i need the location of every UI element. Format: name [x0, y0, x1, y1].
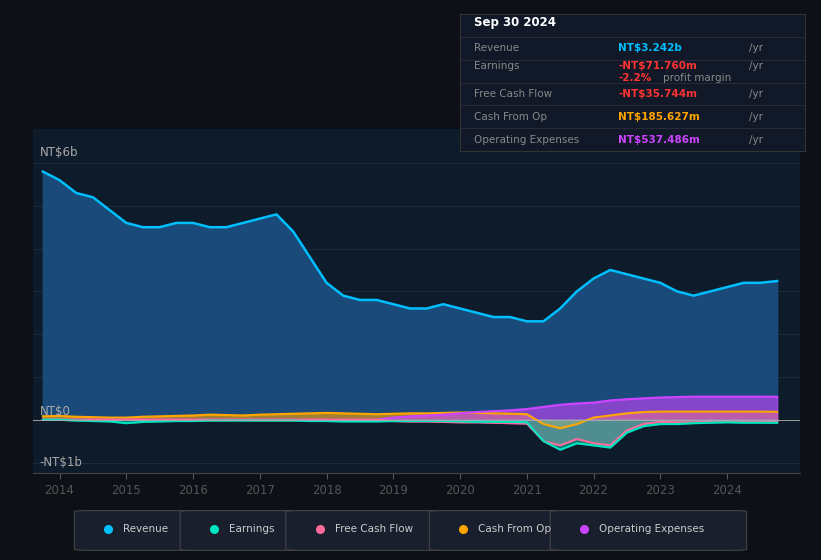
Text: Earnings: Earnings — [229, 524, 275, 534]
FancyBboxPatch shape — [550, 511, 746, 550]
Text: -2.2%: -2.2% — [618, 73, 652, 82]
Text: Revenue: Revenue — [123, 524, 168, 534]
Text: Revenue: Revenue — [474, 43, 519, 53]
Text: /yr: /yr — [750, 89, 764, 99]
Text: Operating Expenses: Operating Expenses — [474, 135, 579, 145]
Text: NT$3.242b: NT$3.242b — [618, 43, 682, 53]
Text: Cash From Op: Cash From Op — [479, 524, 552, 534]
Text: Free Cash Flow: Free Cash Flow — [474, 89, 552, 99]
FancyBboxPatch shape — [180, 511, 309, 550]
Text: Free Cash Flow: Free Cash Flow — [335, 524, 413, 534]
Text: NT$0: NT$0 — [39, 404, 71, 418]
FancyBboxPatch shape — [286, 511, 452, 550]
FancyBboxPatch shape — [429, 511, 573, 550]
Text: -NT$71.760m: -NT$71.760m — [618, 61, 697, 71]
Text: profit margin: profit margin — [663, 73, 732, 82]
Text: /yr: /yr — [750, 43, 764, 53]
Text: Cash From Op: Cash From Op — [474, 112, 547, 122]
Text: Operating Expenses: Operating Expenses — [599, 524, 704, 534]
Text: NT$537.486m: NT$537.486m — [618, 135, 700, 145]
Text: -NT$35.744m: -NT$35.744m — [618, 89, 697, 99]
Text: -NT$1b: -NT$1b — [39, 456, 82, 469]
Text: /yr: /yr — [750, 61, 764, 71]
Text: /yr: /yr — [750, 112, 764, 122]
Text: NT$185.627m: NT$185.627m — [618, 112, 700, 122]
Text: Sep 30 2024: Sep 30 2024 — [474, 16, 556, 29]
Text: /yr: /yr — [750, 135, 764, 145]
Text: Earnings: Earnings — [474, 61, 519, 71]
FancyBboxPatch shape — [75, 511, 203, 550]
Text: NT$6b: NT$6b — [39, 146, 78, 158]
